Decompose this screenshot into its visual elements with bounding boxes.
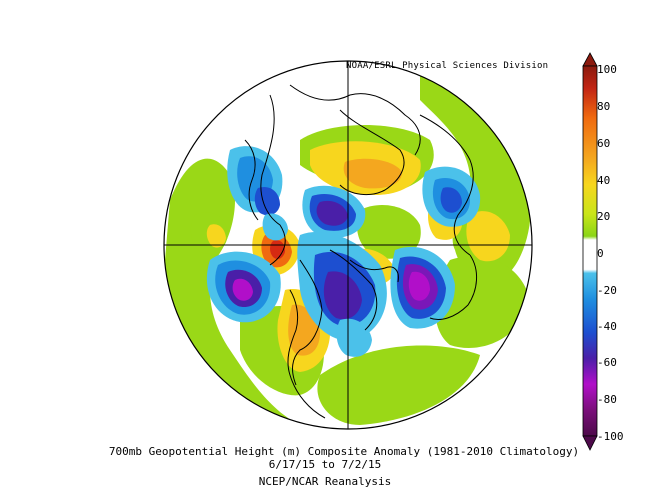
colorbar-label-m100: -100: [597, 430, 624, 443]
anomaly-negative-purple: [323, 271, 362, 320]
colorbar-label-0: 0: [597, 247, 604, 260]
anomaly-negative-purple: [316, 200, 348, 226]
colorbar-label-100: 100: [597, 63, 617, 76]
anomaly-positive-green: [317, 345, 480, 425]
colorbar-label-20: 20: [597, 210, 611, 223]
colorbar-label-60: 60: [597, 137, 611, 150]
map-credit: NOAA/ESRL Physical Sciences Division: [346, 61, 549, 71]
colorbar-label-m60: -60: [597, 356, 617, 369]
caption-title: 700mb Geopotential Height (m) Composite …: [108, 445, 580, 458]
caption-source: NCEP/NCAR Reanalysis: [258, 475, 392, 488]
anomaly-negative-cyan: [336, 318, 372, 357]
colorbar: [582, 52, 598, 451]
colorbar-label-m20: -20: [597, 284, 617, 297]
anomaly-positive-yellow: [206, 224, 226, 248]
anomaly-positive-green: [435, 256, 530, 348]
anomaly-negative-magenta: [408, 271, 430, 301]
anomaly-negative-dblue: [440, 187, 462, 213]
map-outline: [163, 60, 533, 430]
anomaly-negative-magenta: [232, 278, 253, 301]
colorbar-body: [582, 65, 598, 437]
colorbar-top-arrow: [582, 52, 598, 67]
caption-date-range: 6/17/15 to 7/2/15: [268, 458, 382, 471]
colorbar-label-80: 80: [597, 100, 611, 113]
colorbar-bottom-arrow: [582, 435, 598, 451]
anomaly-positive-yellow: [466, 211, 510, 262]
colorbar-label-m40: -40: [597, 320, 617, 333]
colorbar-label-m80: -80: [597, 393, 617, 406]
colorbar-label-40: 40: [597, 174, 611, 187]
anomaly-positive-orange: [343, 158, 402, 189]
anomaly-negative-cyan: [262, 213, 288, 241]
